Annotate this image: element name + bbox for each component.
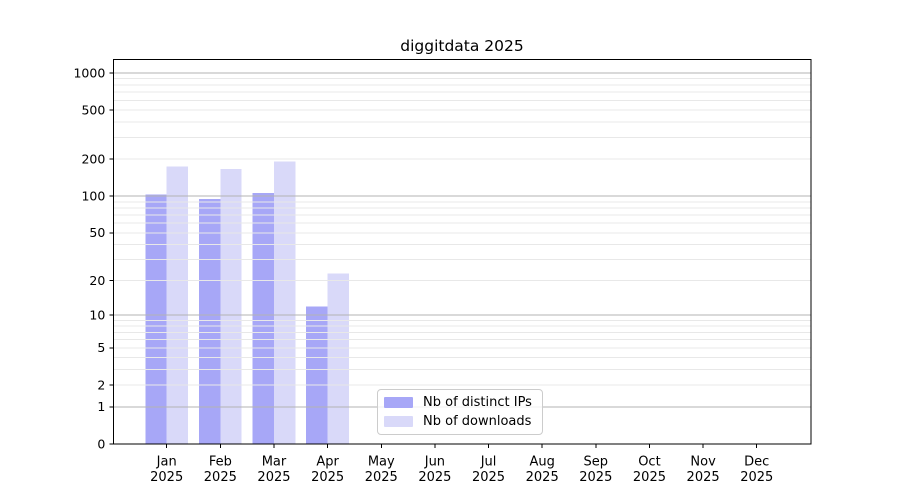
y-tick-label: 5 <box>97 340 105 355</box>
y-tick-label: 0 <box>97 436 105 451</box>
x-tick-label-year: 2025 <box>311 470 344 485</box>
x-tick-label-year: 2025 <box>365 470 398 485</box>
x-tick-label-month: Mar <box>262 455 287 470</box>
x-tick-label-month: Feb <box>209 455 232 470</box>
x-tick-label-month: Jul <box>480 455 497 470</box>
x-tick-label-month: Apr <box>316 455 339 470</box>
y-tick-label: 1 <box>97 399 105 414</box>
legend-item-distinct-ips: Nb of distinct IPs <box>384 394 542 411</box>
legend-swatch-distinct-ips <box>384 397 413 408</box>
x-tick-label-year: 2025 <box>257 470 290 485</box>
y-tick-label: 50 <box>89 225 105 240</box>
y-tick-label: 500 <box>81 102 105 117</box>
bar-nb-of-distinct-ips <box>252 193 274 444</box>
bar-nb-of-distinct-ips <box>306 306 328 444</box>
x-tick-label-month: Sep <box>584 455 609 470</box>
x-tick-label-month: Oct <box>638 455 660 470</box>
y-tick-label: 20 <box>89 273 105 288</box>
bar-nb-of-distinct-ips <box>145 194 167 444</box>
y-tick-label: 100 <box>81 188 105 203</box>
x-tick-label-year: 2025 <box>740 470 773 485</box>
x-tick-label-year: 2025 <box>687 470 720 485</box>
bar-nb-of-downloads <box>274 161 296 444</box>
bar-nb-of-distinct-ips <box>198 198 221 444</box>
x-tick-label-year: 2025 <box>418 470 451 485</box>
x-tick-label-year: 2025 <box>204 470 237 485</box>
x-tick-label-month: May <box>368 455 395 470</box>
bar-nb-of-downloads <box>220 168 242 445</box>
x-tick-label-year: 2025 <box>472 470 505 485</box>
legend-item-downloads: Nb of downloads <box>384 413 542 430</box>
x-tick-label-month: Aug <box>529 455 554 470</box>
legend-swatch-downloads <box>384 416 413 427</box>
x-tick-label-month: Nov <box>690 455 716 470</box>
x-tick-label-year: 2025 <box>150 470 183 485</box>
bar-nb-of-downloads <box>327 273 349 444</box>
legend-label-downloads: Nb of downloads <box>423 414 532 429</box>
y-tick-label: 200 <box>81 152 105 167</box>
legend-label-distinct-ips: Nb of distinct IPs <box>423 395 532 410</box>
legend: Nb of distinct IPs Nb of downloads <box>377 389 543 435</box>
bar-nb-of-downloads <box>166 166 189 445</box>
y-tick-label: 10 <box>89 308 105 323</box>
x-tick-label-month: Dec <box>744 455 769 470</box>
axes-frame <box>112 58 812 445</box>
chart-title: diggitdata 2025 <box>400 37 524 55</box>
x-tick-label-year: 2025 <box>633 470 666 485</box>
x-tick-label-year: 2025 <box>526 470 559 485</box>
x-tick-label-month: Jan <box>156 455 177 470</box>
x-tick-label-year: 2025 <box>579 470 612 485</box>
y-tick-label: 1000 <box>73 65 105 80</box>
x-tick-label-month: Jun <box>424 455 445 470</box>
y-tick-label: 2 <box>97 377 105 392</box>
